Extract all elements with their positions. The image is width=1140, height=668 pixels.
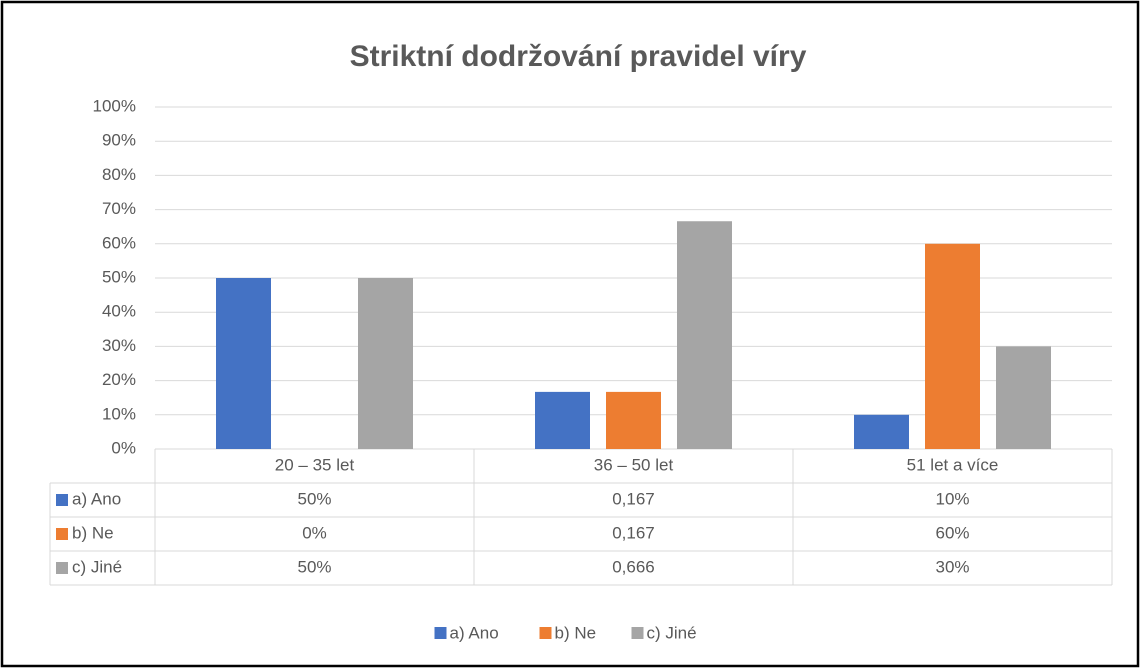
table-value: 50% xyxy=(297,489,331,508)
y-tick-label: 100% xyxy=(93,96,136,115)
table-value: 30% xyxy=(935,557,969,576)
y-tick-label: 40% xyxy=(102,302,136,321)
table-value: 0,167 xyxy=(612,489,655,508)
legend-key xyxy=(631,627,644,639)
y-tick-label: 0% xyxy=(111,438,136,457)
y-tick-label: 60% xyxy=(102,233,136,252)
y-tick-label: 90% xyxy=(102,131,136,150)
table-value: 50% xyxy=(297,557,331,576)
y-tick-label: 10% xyxy=(102,404,136,423)
x-tick-label: 36 – 50 let xyxy=(594,455,674,474)
bar xyxy=(996,346,1051,449)
table-value: 0% xyxy=(302,523,327,542)
legend-key xyxy=(539,627,552,639)
table-key xyxy=(56,528,68,540)
bar xyxy=(606,391,661,449)
y-tick-label: 50% xyxy=(102,267,136,286)
bar xyxy=(854,414,909,449)
bar xyxy=(677,221,732,449)
chart-title: Striktní dodržování pravidel víry xyxy=(350,40,807,73)
y-tick-label: 30% xyxy=(102,336,136,355)
legend-label: c) Jiné xyxy=(647,623,697,642)
table-series-name: b) Ne xyxy=(72,523,114,542)
bar xyxy=(925,243,980,449)
table-value: 0,167 xyxy=(612,523,655,542)
table-series-name: c) Jiné xyxy=(72,557,122,576)
bar xyxy=(216,278,271,449)
table-key xyxy=(56,494,68,506)
y-tick-label: 20% xyxy=(102,370,136,389)
table-value: 60% xyxy=(935,523,969,542)
table-series-name: a) Ano xyxy=(72,489,121,508)
y-tick-label: 80% xyxy=(102,165,136,184)
bar xyxy=(535,391,590,449)
legend-key xyxy=(434,627,447,639)
legend-label: a) Ano xyxy=(450,623,499,642)
table-key xyxy=(56,562,68,574)
y-tick-label: 70% xyxy=(102,199,136,218)
x-tick-label: 20 – 35 let xyxy=(275,455,355,474)
table-value: 10% xyxy=(935,489,969,508)
bar xyxy=(358,278,413,449)
x-tick-label: 51 let a více xyxy=(907,455,999,474)
legend-label: b) Ne xyxy=(555,623,597,642)
table-value: 0,666 xyxy=(612,557,655,576)
